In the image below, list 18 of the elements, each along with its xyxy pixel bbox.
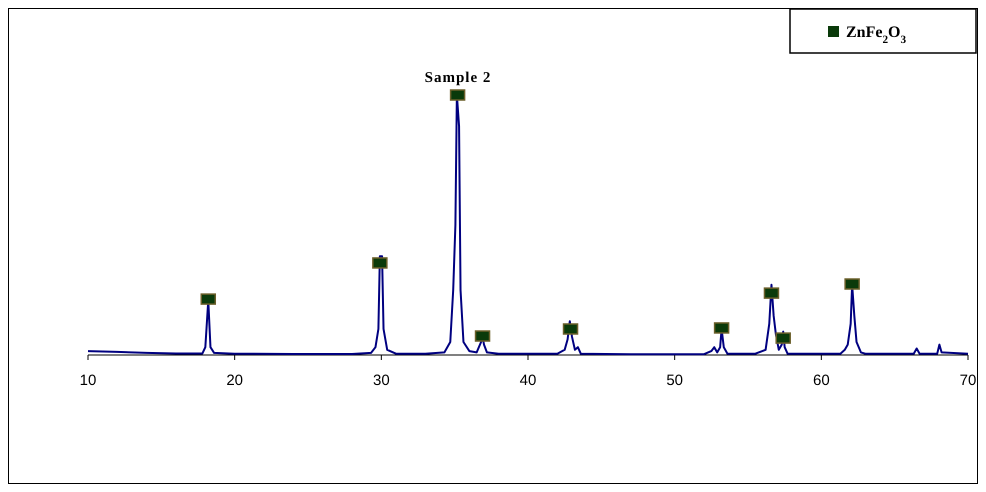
x-tick-label: 10: [80, 372, 96, 389]
x-tick-label: 40: [520, 372, 536, 389]
x-tick-label: 60: [812, 372, 830, 389]
x-tick-label: 30: [372, 372, 390, 389]
point: [450, 89, 466, 101]
point: [200, 293, 216, 305]
legend-label: ZnFe$_{2}$O$_{3}$: [846, 24, 906, 46]
x-tick-label: 70: [960, 372, 976, 389]
chart-title: Sample 2: [424, 70, 492, 86]
point: [372, 257, 388, 269]
point: [562, 323, 578, 335]
point: [775, 332, 791, 344]
point: [844, 278, 860, 290]
point: [764, 287, 780, 299]
x-tick-label: 20: [226, 372, 244, 389]
point: [714, 322, 730, 334]
point: [474, 330, 490, 342]
x-tick-label: 50: [666, 372, 684, 389]
